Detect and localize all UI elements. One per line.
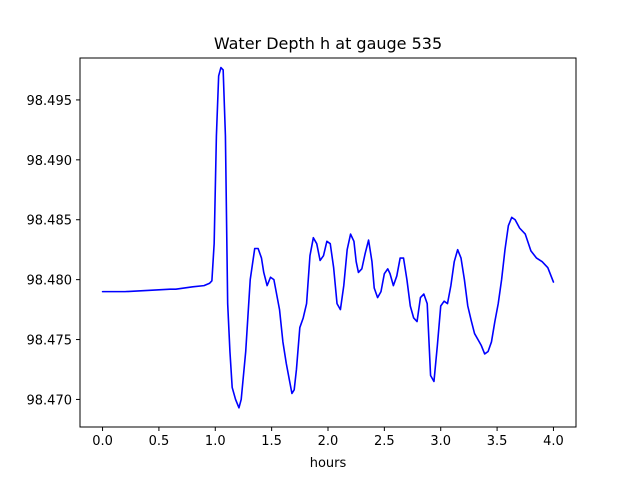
y-axis: 98.470 98.475 98.480 98.485 98.490 98.495 [27, 94, 80, 408]
y-tick-label: 98.485 [27, 214, 73, 229]
x-tick-label: 1.0 [205, 434, 226, 449]
x-tick-label: 2.5 [374, 434, 395, 449]
series-layer [101, 66, 555, 409]
y-tick-label: 98.470 [27, 393, 73, 408]
x-tick-label: 4.0 [543, 434, 564, 449]
y-tick-label: 98.495 [27, 94, 73, 109]
x-tick-label: 1.5 [261, 434, 282, 449]
y-tick-label: 98.480 [27, 274, 73, 289]
x-tick-label: 2.0 [318, 434, 339, 449]
x-tick-label: 0.0 [92, 434, 113, 449]
x-axis-label: hours [310, 456, 347, 471]
series-line [101, 66, 555, 409]
x-tick-label: 0.5 [149, 434, 170, 449]
x-axis: 0.0 0.5 1.0 1.5 2.0 2.5 3.0 3.5 4.0 [92, 427, 564, 449]
y-tick-label: 98.475 [27, 334, 73, 349]
x-tick-label: 3.5 [487, 434, 508, 449]
x-tick-label: 3.0 [430, 434, 451, 449]
chart-title: Water Depth h at gauge 535 [214, 34, 442, 53]
y-tick-label: 98.490 [27, 154, 73, 169]
